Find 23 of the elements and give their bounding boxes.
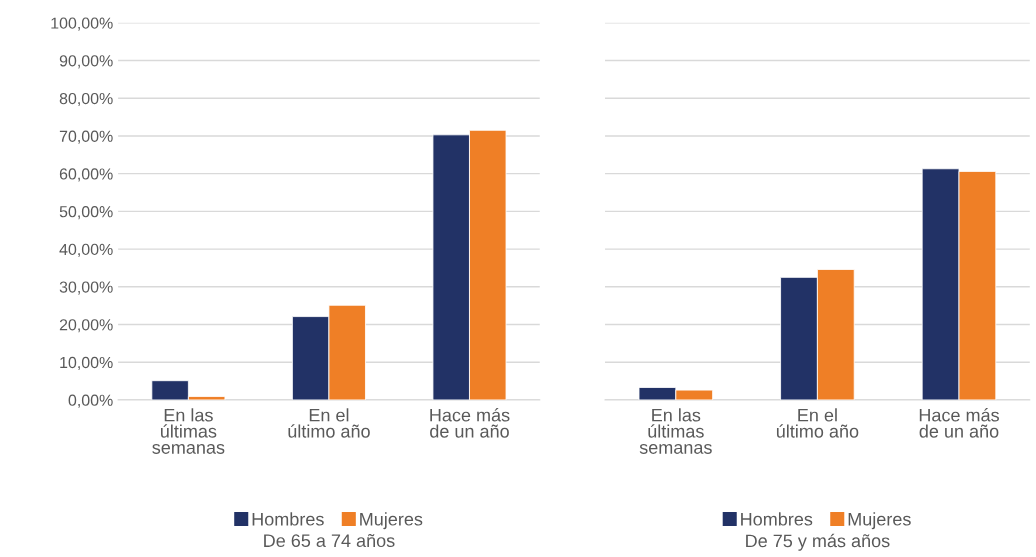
legend-label: Hombres [741, 512, 813, 526]
y-tick-label: 80,00% [59, 92, 113, 107]
legend-label: Mujeres [848, 512, 911, 530]
x-tick-label: En el último año [288, 408, 370, 438]
x-tick-label: En el último año [776, 408, 859, 438]
legend-label: Mujeres [360, 512, 423, 530]
y-tick-label: 30,00% [59, 281, 113, 295]
x-tick-label: Hace más de un año [430, 408, 510, 438]
x-tick-label: En las últimas semanas [639, 408, 712, 454]
y-tick-label: 70,00% [59, 130, 113, 144]
y-tick-label: 20,00% [59, 319, 113, 333]
y-tick-label: 60,00% [59, 168, 113, 182]
x-axis-title: De 65 a 74 años [264, 533, 395, 548]
y-tick-label: 10,00% [60, 356, 113, 371]
y-tick-label: 100,00% [51, 17, 113, 31]
x-tick-label: Hace más de un año [919, 408, 999, 438]
y-tick-label: 0,00% [68, 394, 113, 408]
y-tick-label: 40,00% [59, 243, 113, 257]
legend-label: Hombres [252, 512, 324, 526]
y-tick-label: 90,00% [59, 55, 113, 69]
x-axis-title: De 75 y más años [746, 533, 890, 551]
x-tick-label: En las últimas semanas [152, 408, 225, 454]
y-tick-label: 50,00% [59, 206, 113, 220]
